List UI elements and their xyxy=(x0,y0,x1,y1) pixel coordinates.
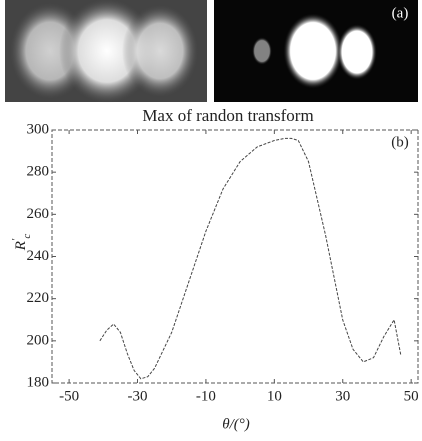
data-line xyxy=(100,138,401,378)
panel-label: (a) xyxy=(392,5,409,21)
x-tick-label: -50 xyxy=(59,388,79,404)
plot-frame xyxy=(52,130,418,383)
y-label-sub: c xyxy=(21,234,33,239)
x-tick-label: 50 xyxy=(404,388,419,404)
y-tick-label: 180 xyxy=(27,374,50,390)
y-tick-label: 220 xyxy=(27,290,50,306)
x-axis-label: θ/(°) xyxy=(222,416,250,432)
y-tick-label: 260 xyxy=(27,206,50,222)
figure: (a) Max of randon transform (b) θ/(°) R′… xyxy=(0,0,422,441)
spot xyxy=(252,37,272,65)
x-tick-label: -10 xyxy=(196,388,216,404)
y-tick-label: 280 xyxy=(27,164,50,180)
panel-label: (b) xyxy=(391,134,409,150)
chart-title: Max of randon transform xyxy=(142,106,313,125)
spot xyxy=(337,24,377,80)
y-tick-label: 240 xyxy=(27,248,50,264)
y-tick-label: 300 xyxy=(27,121,50,137)
spot xyxy=(283,13,343,89)
spot xyxy=(122,5,198,97)
x-tick-label: 10 xyxy=(267,388,282,404)
x-tick-label: -30 xyxy=(128,388,148,404)
x-tick-label: 30 xyxy=(335,388,350,404)
y-tick-label: 200 xyxy=(27,332,50,348)
